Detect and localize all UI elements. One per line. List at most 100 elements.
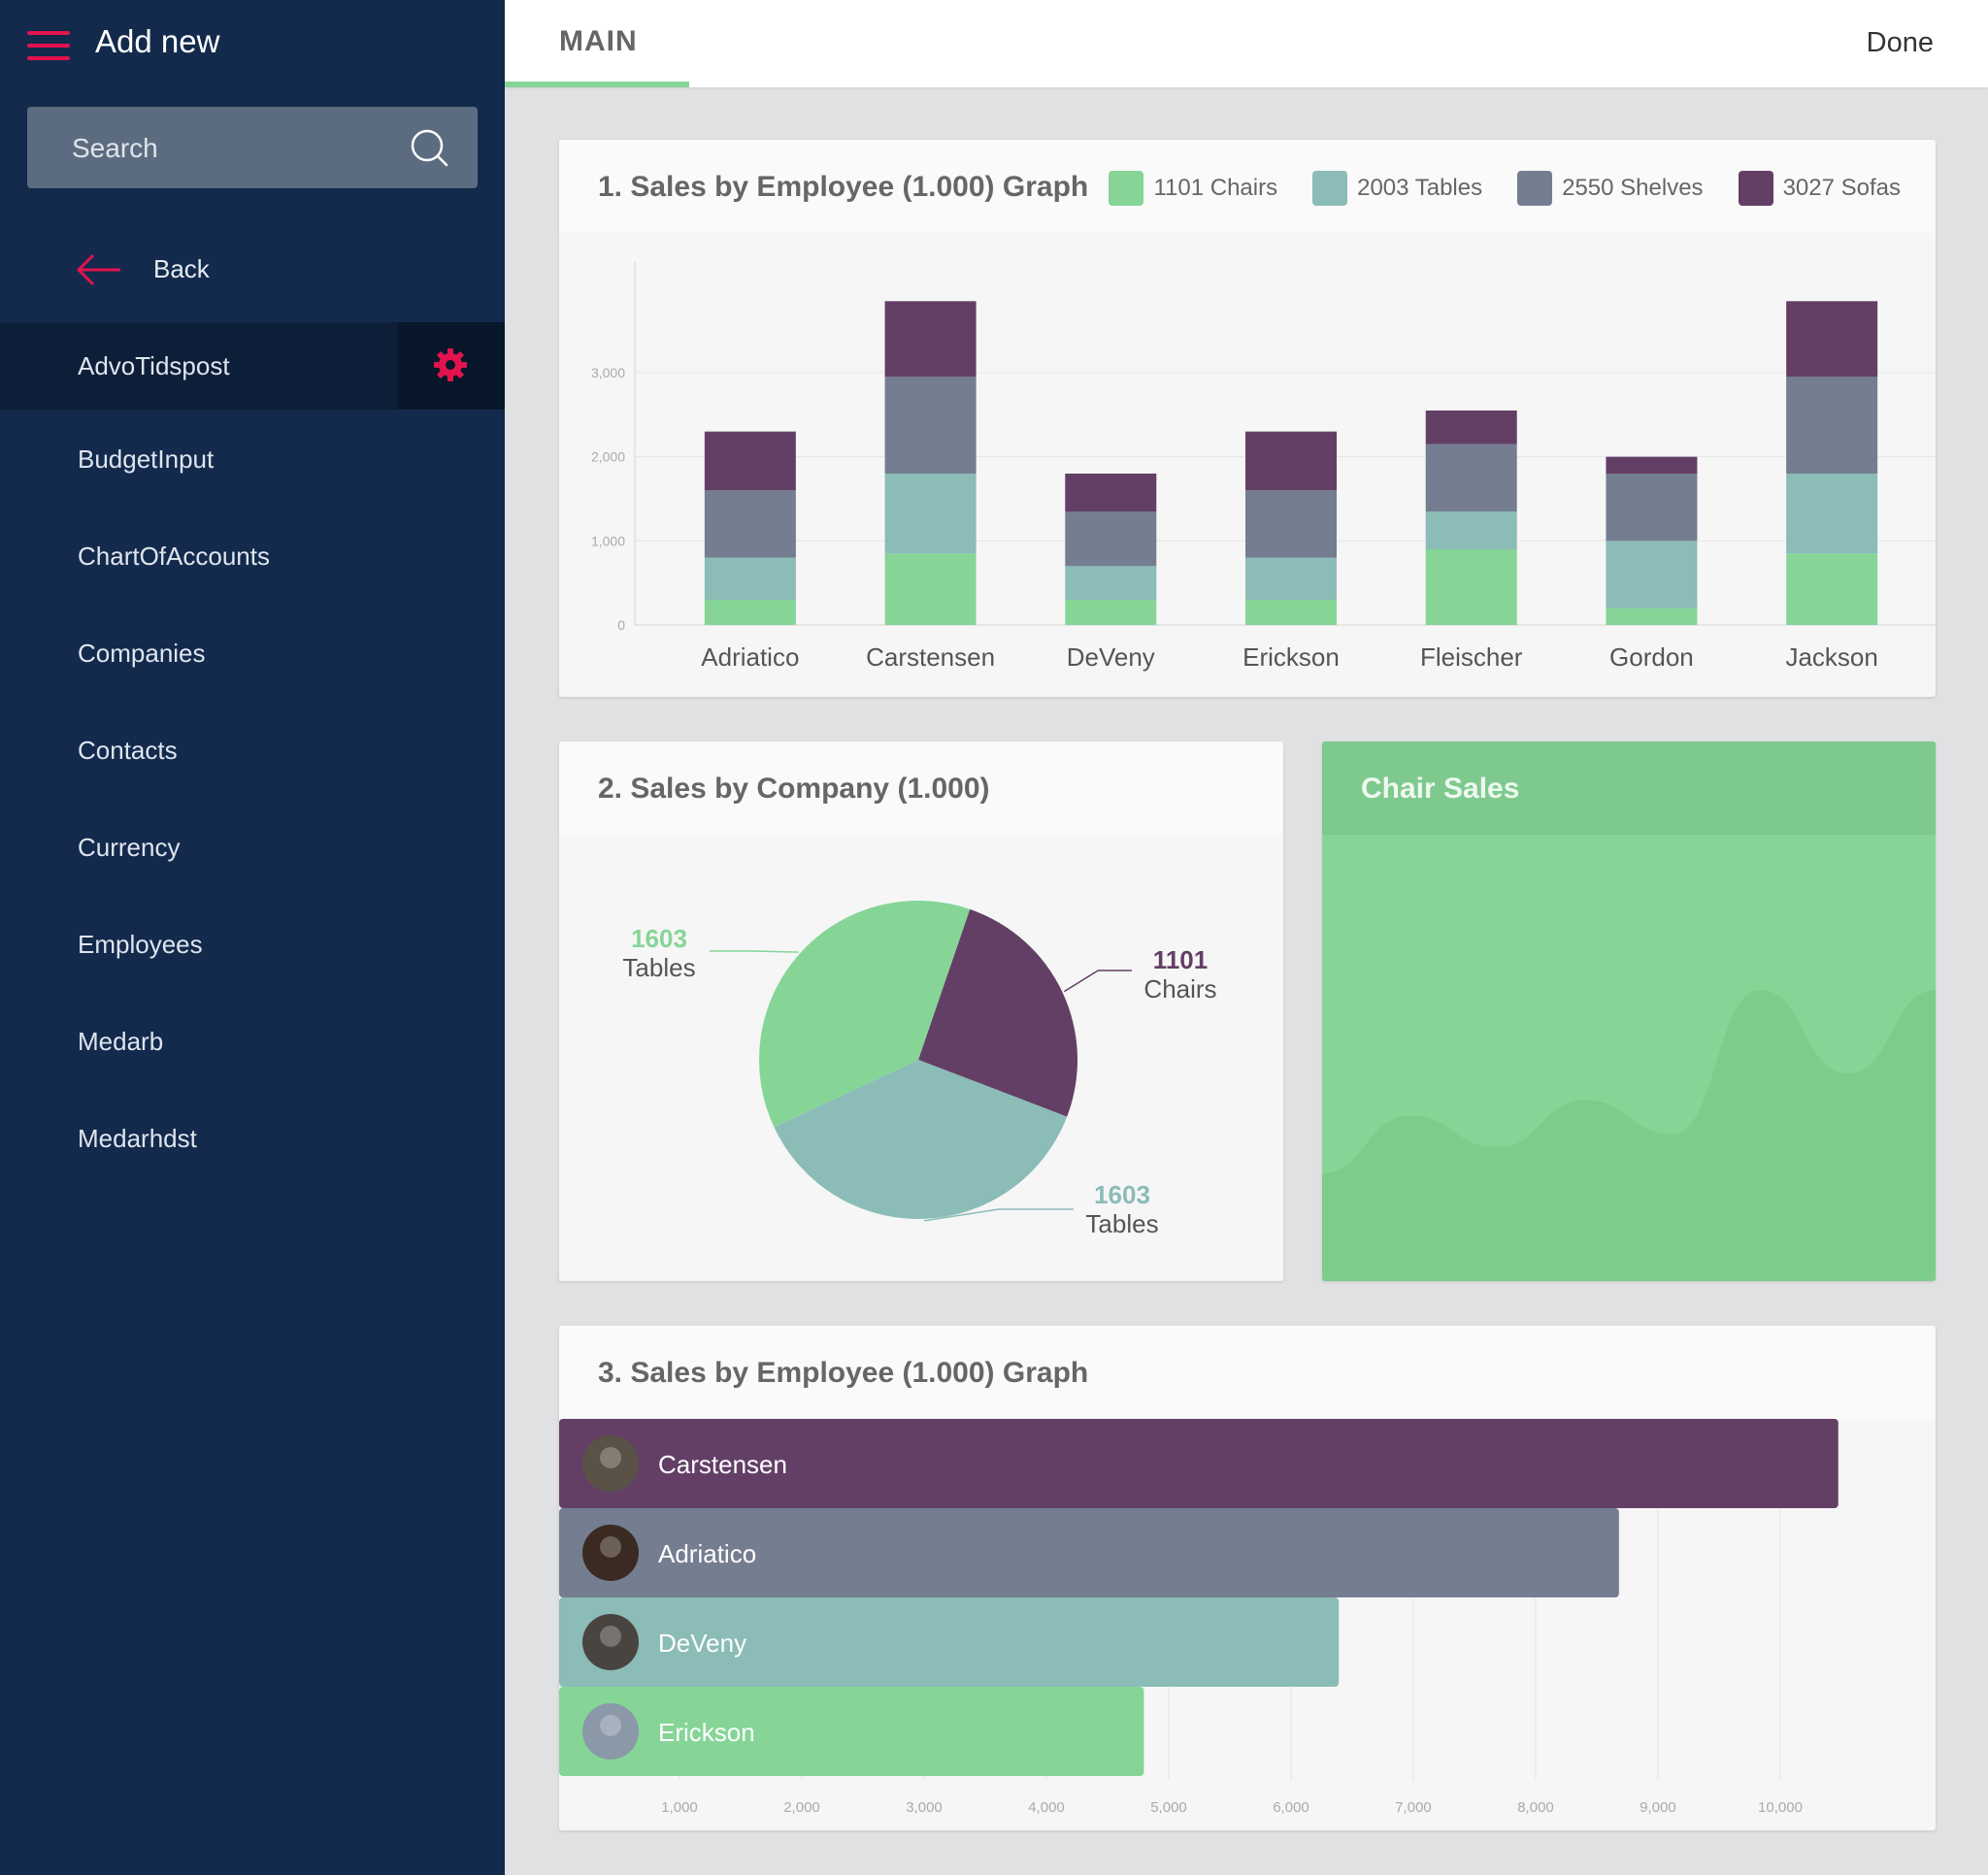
bar-segment [704,557,796,600]
hbar-label: Adriatico [658,1539,756,1568]
pie-value-label: 1603 [1094,1180,1150,1209]
bar-segment [704,600,796,625]
add-new-button[interactable]: Add new [95,23,220,59]
avatar [582,1435,639,1492]
bar-segment [1065,474,1157,511]
x-tick-label: Gordon [1609,642,1694,672]
y-tick-label: 2,000 [591,449,625,465]
bar-segment [884,377,977,474]
x-tick-label: 4,000 [1028,1799,1065,1816]
avatar [582,1525,639,1581]
avatar-head [600,1447,621,1468]
legend-swatch [1312,171,1348,206]
card-title: 1. Sales by Employee (1.000) Graph [598,171,1089,203]
sidebar: Add new Back AdvoTidspost [0,0,505,1875]
sidebar-item-label: Contacts [78,736,178,765]
sidebar-item-label: Medarhdst [78,1124,197,1153]
legend-label: 2550 Shelves [1562,175,1704,201]
chart-legend: 1101 Chairs 2003 Tables 2550 Shelves 302… [1109,171,1901,206]
x-tick-label: Adriatico [701,642,799,672]
sidebar-item-contacts[interactable]: Contacts [0,701,505,798]
bar-segment [1786,474,1878,554]
pie-category-label: Chairs [1143,974,1216,1003]
x-tick-label: 9,000 [1640,1799,1676,1816]
bar-segment [1065,566,1157,600]
hbar-label: Carstensen [658,1450,787,1479]
hbar [559,1419,1839,1508]
pie-value-label: 1101 [1153,945,1208,974]
tab-main[interactable]: MAIN [559,25,638,57]
hbar-label: Erickson [658,1718,755,1747]
gear-icon [434,348,467,381]
legend-item-chairs: 1101 Chairs [1109,171,1277,206]
sidebar-item-companies[interactable]: Companies [0,604,505,701]
x-tick-label: Fleischer [1420,642,1523,672]
hbar [559,1687,1144,1776]
pie-slice [774,1060,1068,1219]
y-tick-label: 1,000 [591,533,625,548]
card-title: Chair Sales [1361,773,1520,805]
bar-segment [884,553,977,625]
x-tick-label: 8,000 [1517,1799,1554,1816]
sidebar-item-label: ChartOfAccounts [78,542,270,571]
done-button[interactable]: Done [1866,27,1934,58]
avatar [582,1703,639,1760]
search-input[interactable] [27,107,443,190]
back-label: Back [153,254,210,283]
bar-segment [1425,411,1517,444]
legend-label: 1101 Chairs [1153,175,1278,201]
legend-swatch [1109,171,1144,206]
pie-value-label: 1603 [631,924,687,953]
horizontal-bar-chart: 1,000 2,000 3,000 4,000 5,000 6,000 7,000 8,000… [559,1419,1839,1816]
sidebar-item-label: BudgetInput [78,444,215,474]
x-tick-label: 6,000 [1273,1799,1309,1816]
pie-slice [918,908,1077,1117]
bar-segment [1245,431,1337,491]
settings-button[interactable] [398,322,505,410]
sidebar-item-medarhdst[interactable]: Medarhdst [0,1089,505,1186]
pie-leader-line [923,1208,1074,1222]
avatar-head [600,1715,621,1736]
y-tick-label: 3,000 [591,365,625,380]
legend-label: 3027 Sofas [1782,175,1901,201]
x-tick-label: DeVeny [1067,642,1155,672]
tab-active-indicator [505,82,689,87]
sidebar-item-label: Companies [78,639,206,668]
hamburger-menu-icon[interactable] [27,31,70,60]
sidebar-item-budgetinput[interactable]: BudgetInput [0,410,505,507]
x-tick-label: 2,000 [783,1799,820,1816]
search-icon[interactable] [410,128,448,167]
bar-segment [1606,474,1698,542]
search-box [27,107,478,190]
back-button[interactable]: Back [0,233,505,307]
bar-segment [1245,600,1337,625]
bar-segment [1065,511,1157,567]
sales-by-employee-card: 1. Sales by Employee (1.000) Graph 1101 … [559,140,1936,697]
sidebar-nav: AdvoTidspost BudgetInput ChartOfAccounts… [0,322,505,1186]
sidebar-item-chartofaccounts[interactable]: ChartOfAccounts [0,507,505,604]
x-tick-label: Jackson [1785,642,1877,672]
avatar-head [600,1626,621,1647]
area-chart [1322,990,1936,1281]
legend-item-shelves: 2550 Shelves [1517,171,1704,206]
chair-sales-card: Chair Sales [1322,741,1936,1281]
card-header: 3. Sales by Employee (1.000) Graph [559,1326,1936,1419]
avatar [582,1614,639,1670]
y-tick-label: 0 [617,617,625,633]
sidebar-item-currency[interactable]: Currency [0,798,505,895]
card-header: 1. Sales by Employee (1.000) Graph 1101 … [559,140,1936,233]
sidebar-item-medarb[interactable]: Medarb [0,992,505,1089]
x-tick-label: 7,000 [1395,1799,1432,1816]
bar-segment [1606,456,1698,474]
x-tick-label: 1,000 [661,1799,698,1816]
hbar [559,1508,1619,1597]
sidebar-item-advotidspost[interactable]: AdvoTidspost [0,322,505,410]
bar-segment [1245,490,1337,558]
sidebar-item-employees[interactable]: Employees [0,895,505,992]
card-header: Chair Sales [1322,741,1936,835]
legend-item-sofas: 3027 Sofas [1738,171,1901,206]
legend-label: 2003 Tables [1357,175,1483,201]
bar-segment [1786,377,1878,474]
bar-segment [1786,553,1878,625]
x-tick-label: 5,000 [1150,1799,1187,1816]
